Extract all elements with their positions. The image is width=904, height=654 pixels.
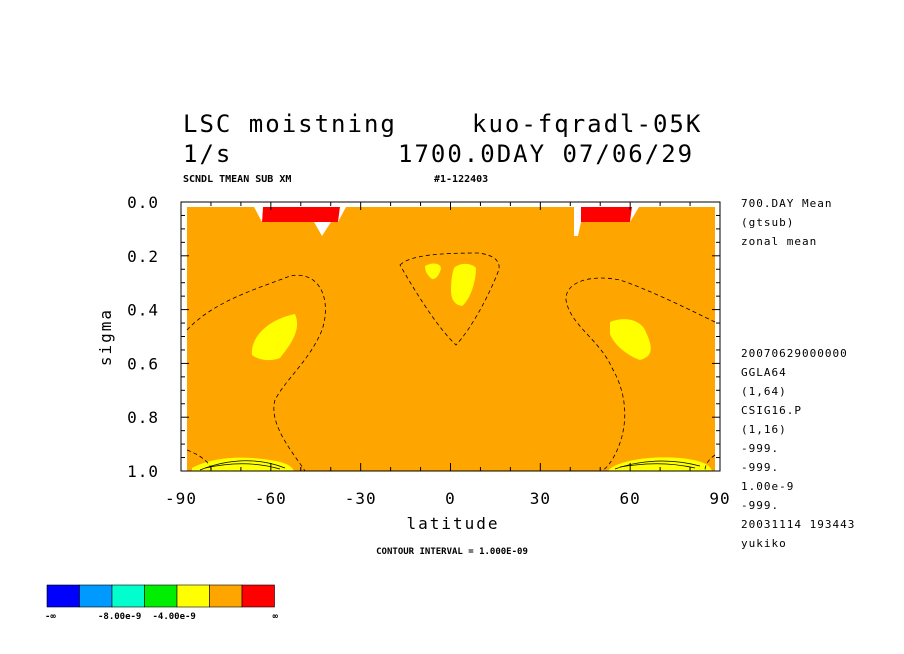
colorbar-swatch — [111, 584, 145, 608]
notch-white — [630, 207, 639, 222]
negative-region-nh-mid — [610, 319, 651, 360]
y-axis: 0.0 0.2 0.4 0.6 0.8 1.0 — [127, 193, 720, 481]
contour-line-eq — [399, 252, 500, 346]
right-meta-block: 20070629000000 GGLA64 (1,64) CSIG16.P (1,16)… — [741, 347, 855, 550]
x-tick-label: -60 — [255, 489, 287, 508]
right-meta-line: 20031114 193443 — [741, 518, 855, 531]
negative-region-sh-mid — [251, 314, 298, 361]
right-meta-line: -999. — [741, 461, 779, 474]
surface-contour-cluster — [199, 460, 701, 471]
notch-white — [574, 207, 581, 236]
chart-subtitle-right: kuo-fqradl-05K — [472, 110, 702, 138]
negative-regions — [192, 263, 712, 471]
surface-contour — [199, 460, 286, 471]
right-meta-line: 1.00e-9 — [741, 480, 794, 493]
chart-title: LSC moistning — [183, 110, 397, 138]
colorbar-swatch — [241, 584, 275, 608]
notch-white — [338, 207, 346, 222]
right-meta-line: CSIG16.P — [741, 404, 802, 417]
positive-region-sh — [262, 207, 340, 222]
y-tick-label: 0.8 — [127, 408, 159, 427]
right-meta-line: yukiko — [741, 537, 787, 550]
y-tick-label: 0.0 — [127, 193, 159, 212]
units-label: 1/s — [183, 140, 232, 168]
time-label: 1700.0DAY 07/06/29 — [398, 140, 694, 168]
colorbar-swatch — [144, 584, 178, 608]
x-tick-label: 60 — [620, 489, 641, 508]
right-meta-line: (1,16) — [741, 423, 787, 436]
x-tick-label: 30 — [530, 489, 551, 508]
sub-label-left: SCNDL TMEAN SUB XM — [183, 174, 291, 185]
colorbar-label: -4.00e-9 — [153, 612, 196, 622]
colorbar-swatch — [176, 584, 210, 608]
colorbar-label: -8.00e-9 — [98, 612, 141, 622]
colorbar-label: -∞ — [45, 612, 56, 622]
contour-line-nh — [565, 277, 716, 472]
y-tick-label: 0.2 — [127, 247, 159, 266]
notch-white — [254, 207, 263, 222]
negative-region-eq-left — [425, 263, 441, 280]
y-tick-label: 1.0 — [127, 462, 159, 481]
x-axis-title: latitude — [406, 514, 499, 533]
y-axis-title: sigma — [96, 308, 115, 366]
x-tick-label: -90 — [165, 489, 197, 508]
right-meta-line: (1,64) — [741, 385, 787, 398]
x-axis: -90 -60 -30 0 30 60 90 — [165, 202, 730, 508]
contour-line-sh — [186, 274, 326, 472]
x-tick-label: 0 — [445, 489, 456, 508]
right-info-block: 700.DAY Mean (gtsub) zonal mean — [741, 197, 832, 248]
positive-region-nh — [581, 207, 632, 222]
y-tick-label: 0.4 — [127, 301, 159, 320]
right-info-line: (gtsub) — [741, 216, 794, 229]
contour-interval-label: CONTOUR INTERVAL = 1.000E-09 — [376, 547, 528, 557]
surface-contour — [204, 463, 281, 470]
right-meta-line: 20070629000000 — [741, 347, 848, 360]
colorbar-label: ∞ — [273, 612, 279, 622]
right-meta-line: GGLA64 — [741, 366, 787, 379]
right-info-line: zonal mean — [741, 235, 817, 248]
negative-region-eq-right — [451, 263, 476, 306]
x-tick-label: -30 — [345, 489, 377, 508]
right-info-line: 700.DAY Mean — [741, 197, 832, 210]
positive-regions — [254, 207, 639, 236]
sub-label-right: #1-122403 — [434, 174, 488, 185]
x-tick-label: 90 — [709, 489, 730, 508]
negative-region-sh-surface — [192, 457, 294, 471]
notch-white — [314, 222, 331, 236]
contour-line-nh-surface — [704, 454, 716, 472]
colorbar-swatch — [46, 584, 80, 608]
y-tick-label: 0.6 — [127, 354, 159, 373]
colorbar-swatch — [79, 584, 113, 608]
right-meta-line: -999. — [741, 499, 779, 512]
colorbar: -∞ -8.00e-9 -4.00e-9 ∞ — [45, 584, 279, 622]
surface-contour — [619, 463, 696, 469]
right-meta-line: -999. — [741, 442, 779, 455]
colorbar-swatch — [209, 584, 243, 608]
